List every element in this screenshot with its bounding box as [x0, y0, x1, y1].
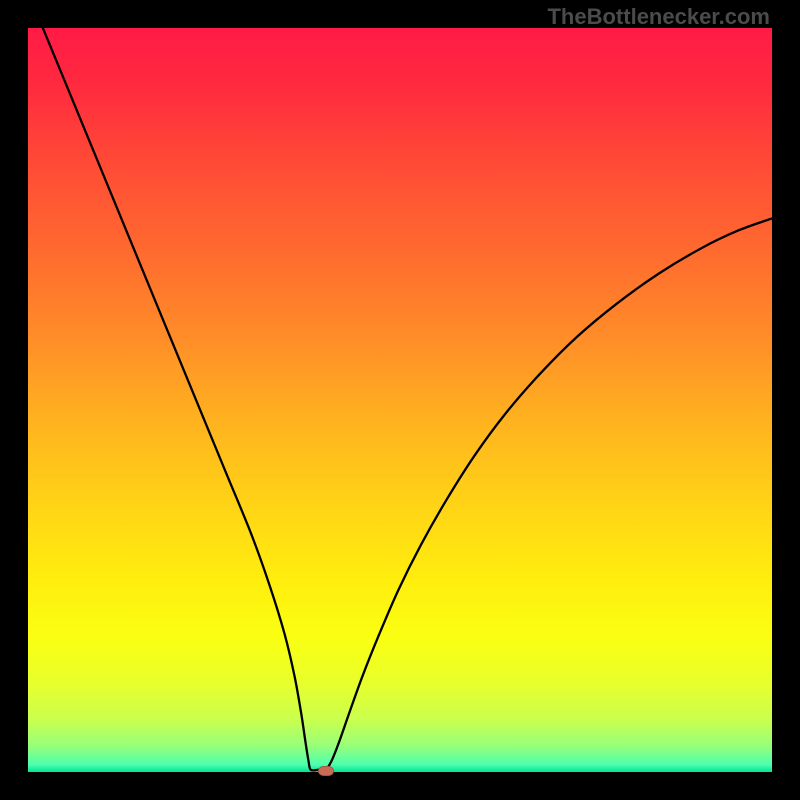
- bottleneck-curve: [43, 28, 772, 770]
- plot-area: [28, 28, 772, 772]
- min-marker-shape: [318, 766, 333, 775]
- watermark-text: TheBottlenecker.com: [547, 4, 770, 30]
- curve-layer: [28, 28, 772, 772]
- min-marker: [318, 763, 334, 773]
- chart-frame: TheBottlenecker.com: [0, 0, 800, 800]
- min-marker-icon: [318, 766, 334, 776]
